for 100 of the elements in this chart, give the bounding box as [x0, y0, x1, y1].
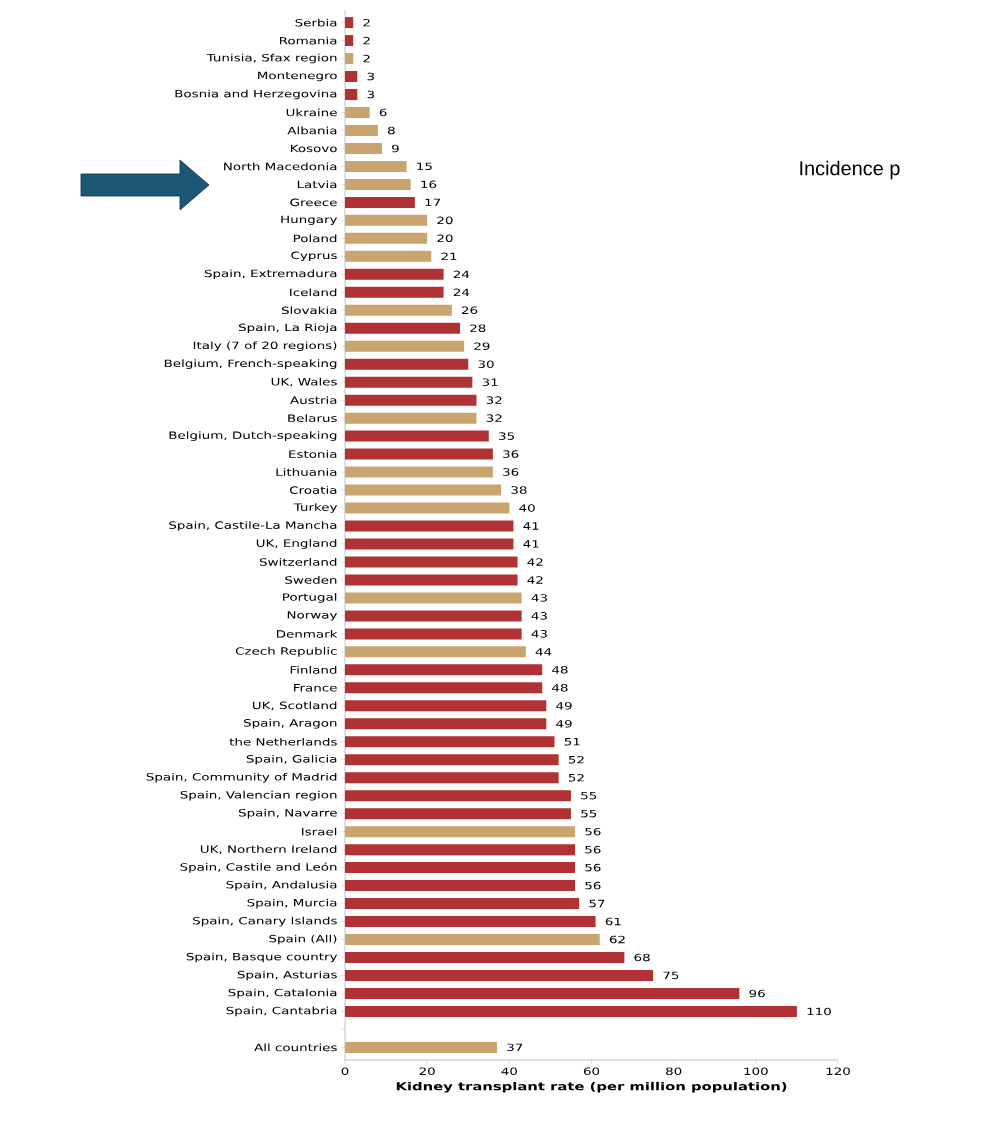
y-tick-label: Denmark	[276, 630, 338, 638]
bar	[345, 987, 740, 999]
y-tick-label: Lithuania	[276, 468, 337, 476]
bar	[345, 772, 559, 784]
bar	[345, 106, 370, 118]
data-label: 9	[392, 144, 399, 153]
data-label: 62	[609, 935, 625, 944]
annotation: Incidence p	[800, 160, 900, 180]
y-tick-label: Iceland	[290, 288, 337, 297]
y-tick-label: Spain, Galicia	[246, 754, 337, 765]
data-label: 8	[387, 126, 395, 135]
y-tick-label: Sweden	[285, 576, 337, 584]
y-tick-label: Tunisia, Sfax region	[206, 53, 337, 64]
data-label: 2	[363, 36, 370, 45]
data-label: 15	[417, 162, 432, 171]
bar	[345, 160, 407, 172]
bar	[345, 53, 354, 65]
data-label: 56	[585, 863, 601, 872]
bar	[345, 862, 576, 874]
y-tick-label: Hungary	[281, 215, 338, 226]
y-tick-label: Austria	[290, 396, 337, 405]
y-tick-label: Spain, Extremadura	[204, 269, 337, 280]
data-label: 56	[585, 845, 601, 854]
data-label: 3	[367, 90, 375, 99]
bar	[345, 1005, 797, 1017]
bar	[345, 448, 493, 460]
data-label: 43	[531, 594, 547, 602]
y-tick-label: Belarus	[288, 414, 337, 422]
bar	[345, 574, 518, 586]
y-tick-label: Portugal	[283, 593, 337, 603]
data-label: 20	[437, 216, 453, 225]
bar	[345, 124, 378, 136]
bar	[345, 502, 510, 514]
bar	[345, 844, 576, 856]
x-tick-label: 60	[583, 1067, 600, 1076]
bar	[345, 394, 477, 406]
y-tick-label: All countries	[254, 1043, 337, 1052]
data-label: 56	[585, 827, 601, 836]
bar	[345, 466, 493, 478]
bar	[345, 214, 428, 226]
y-tick-label: UK, Scotland	[252, 701, 337, 711]
data-label: 55	[581, 809, 597, 818]
bar	[345, 826, 576, 838]
y-tick-label: Spain, Aragon	[243, 718, 337, 729]
data-label: 2	[363, 54, 370, 63]
bar	[345, 538, 514, 550]
y-tick-label: Serbia	[295, 18, 337, 27]
bar	[345, 736, 555, 748]
y-tick-label: Albania	[287, 126, 337, 135]
y-tick-label: Ukraine	[286, 108, 337, 117]
data-label: 26	[462, 306, 478, 315]
y-tick-label: Norway	[287, 611, 338, 621]
bar	[345, 71, 358, 83]
data-label: 75	[663, 971, 679, 980]
data-label: 48	[552, 666, 568, 674]
y-tick-label: Montenegro	[258, 71, 337, 82]
data-label: 55	[581, 791, 597, 800]
data-label: 20	[437, 234, 453, 243]
data-label: 48	[552, 684, 568, 692]
bar	[345, 376, 473, 388]
data-label: 43	[531, 612, 547, 620]
y-tick-label: Spain, Community of Madrid	[146, 772, 337, 783]
bar	[345, 556, 518, 568]
y-tick-label: Finland	[290, 665, 337, 674]
bar	[345, 880, 576, 892]
bar	[345, 430, 489, 442]
data-label: 52	[568, 773, 584, 782]
data-label: 2	[363, 18, 370, 27]
y-tick-label: Belgium, French-speaking	[164, 359, 337, 370]
y-tick-label: Spain, Castile-La Mancha	[169, 521, 337, 531]
data-label: 21	[441, 252, 457, 261]
y-tick-label: Spain, Cantabria	[226, 1006, 337, 1017]
bar	[345, 646, 526, 658]
data-label: 30	[478, 360, 494, 368]
data-label: 24	[453, 288, 470, 296]
bar	[345, 142, 382, 154]
y-tick-label: Spain, Navarre	[238, 808, 337, 819]
bar	[345, 790, 571, 802]
y-tick-label: Spain, Castile and León	[180, 862, 337, 873]
bar	[345, 17, 354, 29]
bar	[345, 898, 580, 910]
bar	[345, 412, 477, 424]
bar	[345, 178, 411, 190]
data-label: 41	[523, 522, 539, 530]
data-label: 61	[605, 917, 621, 926]
y-tick-label: Spain, Andalusia	[226, 880, 337, 891]
bar	[345, 969, 654, 981]
bar	[345, 808, 571, 820]
data-label: 36	[503, 468, 519, 476]
bar	[345, 754, 559, 766]
y-tick-label: Czech Republic	[235, 647, 337, 657]
y-tick-label: Spain, Canary Islands	[193, 916, 337, 927]
data-label: 56	[585, 881, 601, 890]
y-tick-label: Romania	[279, 36, 337, 45]
y-tick-label: UK, Northern Ireland	[200, 845, 337, 854]
y-tick-label: Croatia	[289, 486, 337, 494]
bar	[345, 610, 522, 622]
data-label: 32	[486, 414, 502, 422]
x-tick-label: 20	[419, 1067, 435, 1076]
bar	[345, 89, 358, 100]
